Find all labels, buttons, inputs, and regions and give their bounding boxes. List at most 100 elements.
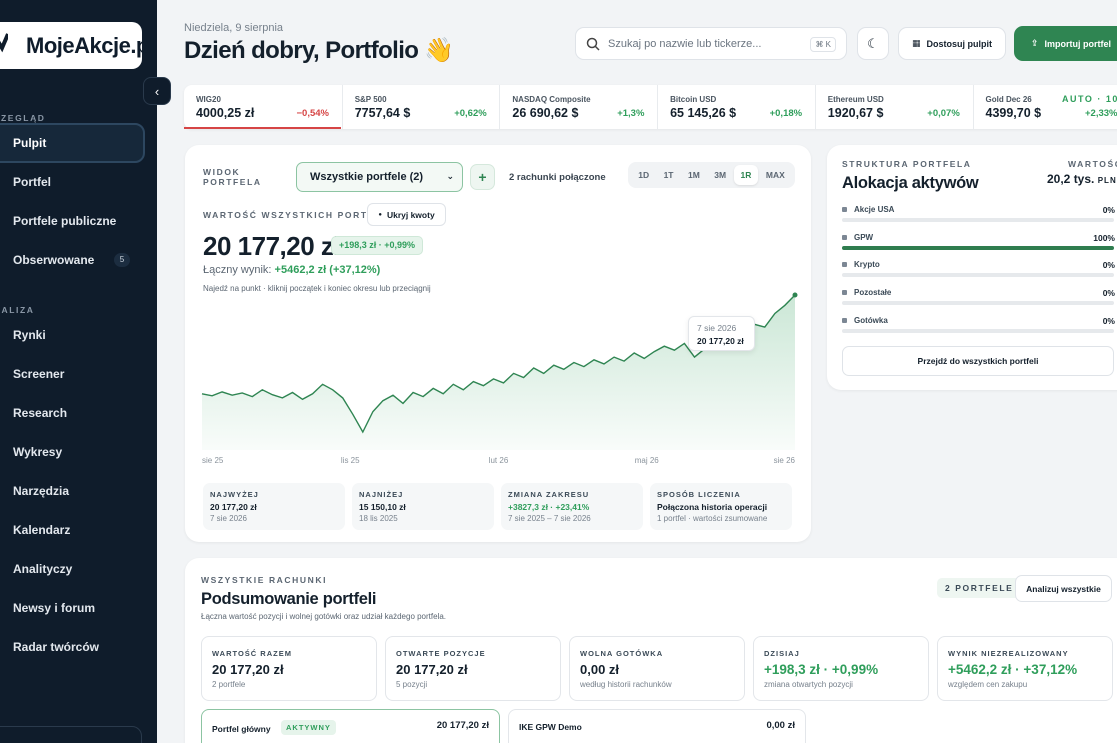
result-value: +5462,2 zł (+37,12%) <box>274 264 381 276</box>
nav-label: Rynki <box>13 328 46 342</box>
summary-stat: WOLNA GOTÓWKA 0,00 zł według historii rach… <box>569 636 745 701</box>
nav-label: Narzędzia <box>13 484 70 498</box>
ticker[interactable]: S&P 500 7757,64 $ +0,62% <box>341 85 499 129</box>
portfolio-name: IKE GPW Demo <box>519 722 582 732</box>
stat-sub: 7 sie 2025 – 7 sie 2026 <box>508 514 591 523</box>
stat-sub: 7 sie 2026 <box>210 514 247 523</box>
result: Łączny wynik: +5462,2 zł (+37,12%) <box>203 264 380 276</box>
ticker[interactable]: WIG20 4000,25 zł −0,54% <box>184 85 341 129</box>
all-portfolios-button[interactable]: Przejdź do wszystkich portfeli <box>842 346 1114 376</box>
summary-title: Podsumowanie portfeli <box>201 590 377 608</box>
stat-title: SPOSÓB LICZENIA <box>657 490 741 499</box>
portfolio-row[interactable]: Portfel główny AKTYWNY 20 177,20 zł <box>201 709 500 743</box>
range-tab[interactable]: 1T <box>663 170 674 180</box>
summary-stat-title: WOLNA GOTÓWKA <box>580 649 664 658</box>
portfolio-select[interactable]: Wszystkie portfele (2) ⌄ <box>296 162 463 192</box>
allocation-share: 0% <box>1102 260 1115 271</box>
summary-stat-value: 0,00 zł <box>580 662 620 677</box>
ticker-name: Ethereum USD <box>827 95 884 104</box>
allocation-name: Akcje USA <box>854 205 895 214</box>
ticker[interactable]: Ethereum USD 1920,67 $ +0,07% <box>814 85 972 129</box>
summary-stat-value: +5462,2 zł · +37,12% <box>948 662 1078 677</box>
summary-card: WSZYSTKIE RACHUNKI Podsumowanie portfeli… <box>185 558 1117 743</box>
summary-stat-sub: 5 pozycji <box>396 680 428 689</box>
allocation-value-label: WARTOŚĆ <box>1068 159 1117 169</box>
summary-stat-value: 20 177,20 zł <box>396 662 468 677</box>
nav-item[interactable] <box>0 123 145 163</box>
collapse-button[interactable]: ‹ <box>143 77 171 105</box>
range-tab[interactable]: 1R <box>733 165 759 185</box>
ticker-name: WIG20 <box>196 95 221 104</box>
customize-button[interactable]: ▦ Dostosuj pulpit <box>898 27 1006 60</box>
ticker-change: +0,18% <box>769 108 803 119</box>
range-tab[interactable]: 1M <box>687 170 700 180</box>
ticker[interactable]: Bitcoin USD 65 145,26 $ +0,18% <box>657 85 814 129</box>
allocation-name: Krypto <box>854 260 880 270</box>
nav-label: Pulpit <box>13 136 47 150</box>
summary-stat: WARTOŚĆ RAZEM 20 177,20 zł 2 portfele <box>201 636 377 701</box>
nav-label: Analityczy <box>13 562 73 576</box>
allocation-share: 0% <box>1102 205 1115 215</box>
value-label: WARTOŚĆ WSZYSTKICH PORTFELI <box>203 210 393 220</box>
allocation-share: 0% <box>1102 315 1115 326</box>
summary-stat: OTWARTE POZYCJE 20 177,20 zł 5 pozycji <box>385 636 561 701</box>
range-tab[interactable]: 3M <box>714 170 727 180</box>
import-label: Importuj portfel <box>1044 38 1112 49</box>
ticker-name: Bitcoin USD <box>670 95 717 104</box>
nav-label: Research <box>13 406 68 420</box>
ticker-value: 4000,25 zł <box>196 106 255 120</box>
search[interactable]: Szukaj po nazwie lub tickerze... ⌘ K <box>575 27 847 60</box>
nav-label: Newsy i forum <box>13 601 96 615</box>
nav-label: Screener <box>13 367 65 381</box>
nav-label: Portfel <box>13 175 52 189</box>
portfolio-name: Portfel główny <box>212 724 271 734</box>
range-tab[interactable]: 1D <box>638 170 650 180</box>
range-tab[interactable]: MAX <box>765 170 785 180</box>
import-button[interactable]: ⇪ Importuj portfel <box>1014 26 1117 61</box>
portfolio-status: AKTYWNY <box>281 720 336 735</box>
analyze-button[interactable]: Analizuj wszystkie <box>1015 575 1112 602</box>
theme-toggle[interactable]: ☾ <box>857 27 889 60</box>
ticker[interactable]: Gold Dec 26 4399,70 $ +2,33% <box>972 85 1117 129</box>
ticker-name: S&P 500 <box>354 95 387 104</box>
tooltip-date: 7 sie 2026 <box>697 323 737 333</box>
allocation-dot <box>842 262 847 268</box>
ticker-value: 26 690,62 $ <box>512 106 579 120</box>
hide-button[interactable]: ● Ukryj kwoty <box>367 203 446 226</box>
hide-label: Ukryj kwoty <box>386 209 435 220</box>
ticker-value: 1920,67 $ <box>827 106 884 120</box>
ticker[interactable]: NASDAQ Composite 26 690,62 $ +1,3% <box>499 85 656 129</box>
allocation-dot <box>842 317 847 323</box>
stat-card: NAJNIŻEJ 15 150,10 zł 18 lis 2025 <box>352 483 494 530</box>
allocation-amount: 20,2 tys. <box>1047 172 1095 186</box>
allocation-share: 0% <box>1102 288 1115 299</box>
allocation-share: 100% <box>1093 232 1115 243</box>
allocation-bar <box>842 245 1114 250</box>
summary-stat-value: +198,3 zł · +0,99% <box>764 662 879 677</box>
logo-card[interactable]: MojeAkcje.pl <box>0 22 155 69</box>
ticker-change: +0,62% <box>454 108 487 119</box>
allocation-title: Alokacja aktywów <box>842 174 979 192</box>
allocation-dot <box>842 207 847 212</box>
summary-stat-sub: według historii rachunków <box>580 680 672 689</box>
accounts: 2 rachunki połączone <box>509 172 606 183</box>
logo-icon <box>0 33 8 53</box>
shortcut: ⌘ K <box>810 37 836 52</box>
portfolio-value: 0,00 zł <box>766 720 795 731</box>
portfolio-value: 20 177,20 zł <box>436 720 489 731</box>
x-label: maj 26 <box>635 456 660 465</box>
user-card[interactable] <box>0 726 142 743</box>
stat-sub: 18 lis 2025 <box>359 514 398 523</box>
summary-stat-sub: 2 portfele <box>212 680 246 689</box>
summary-subtitle: Łączna wartość pozycji i wolnej gotówki … <box>201 612 447 621</box>
stat-title: ZMIANA ZAKRESU <box>508 490 590 499</box>
x-label: lis 25 <box>341 456 360 465</box>
stat-card: ZMIANA ZAKRESU +3827,3 zł · +23,41% 7 sie … <box>501 483 643 530</box>
portfolio-row[interactable]: IKE GPW Demo 0,00 zł <box>508 709 806 743</box>
add-button[interactable]: + <box>470 164 495 190</box>
nav-label: Radar twórców <box>13 640 100 654</box>
portfolio-chart: sie 25 lis 25 lut 26 maj 26 sie 26 <box>201 292 798 465</box>
portfolio-card: WIDOK PORTFELA Wszystkie portfele (2) ⌄ +… <box>185 145 811 542</box>
allocation-card: STRUKTURA PORTFELA Alokacja aktywów WART… <box>827 145 1117 390</box>
ticker-strip: WIG20 4000,25 zł −0,54% S&P 500 7757,64 $ +0,… <box>184 85 1117 129</box>
